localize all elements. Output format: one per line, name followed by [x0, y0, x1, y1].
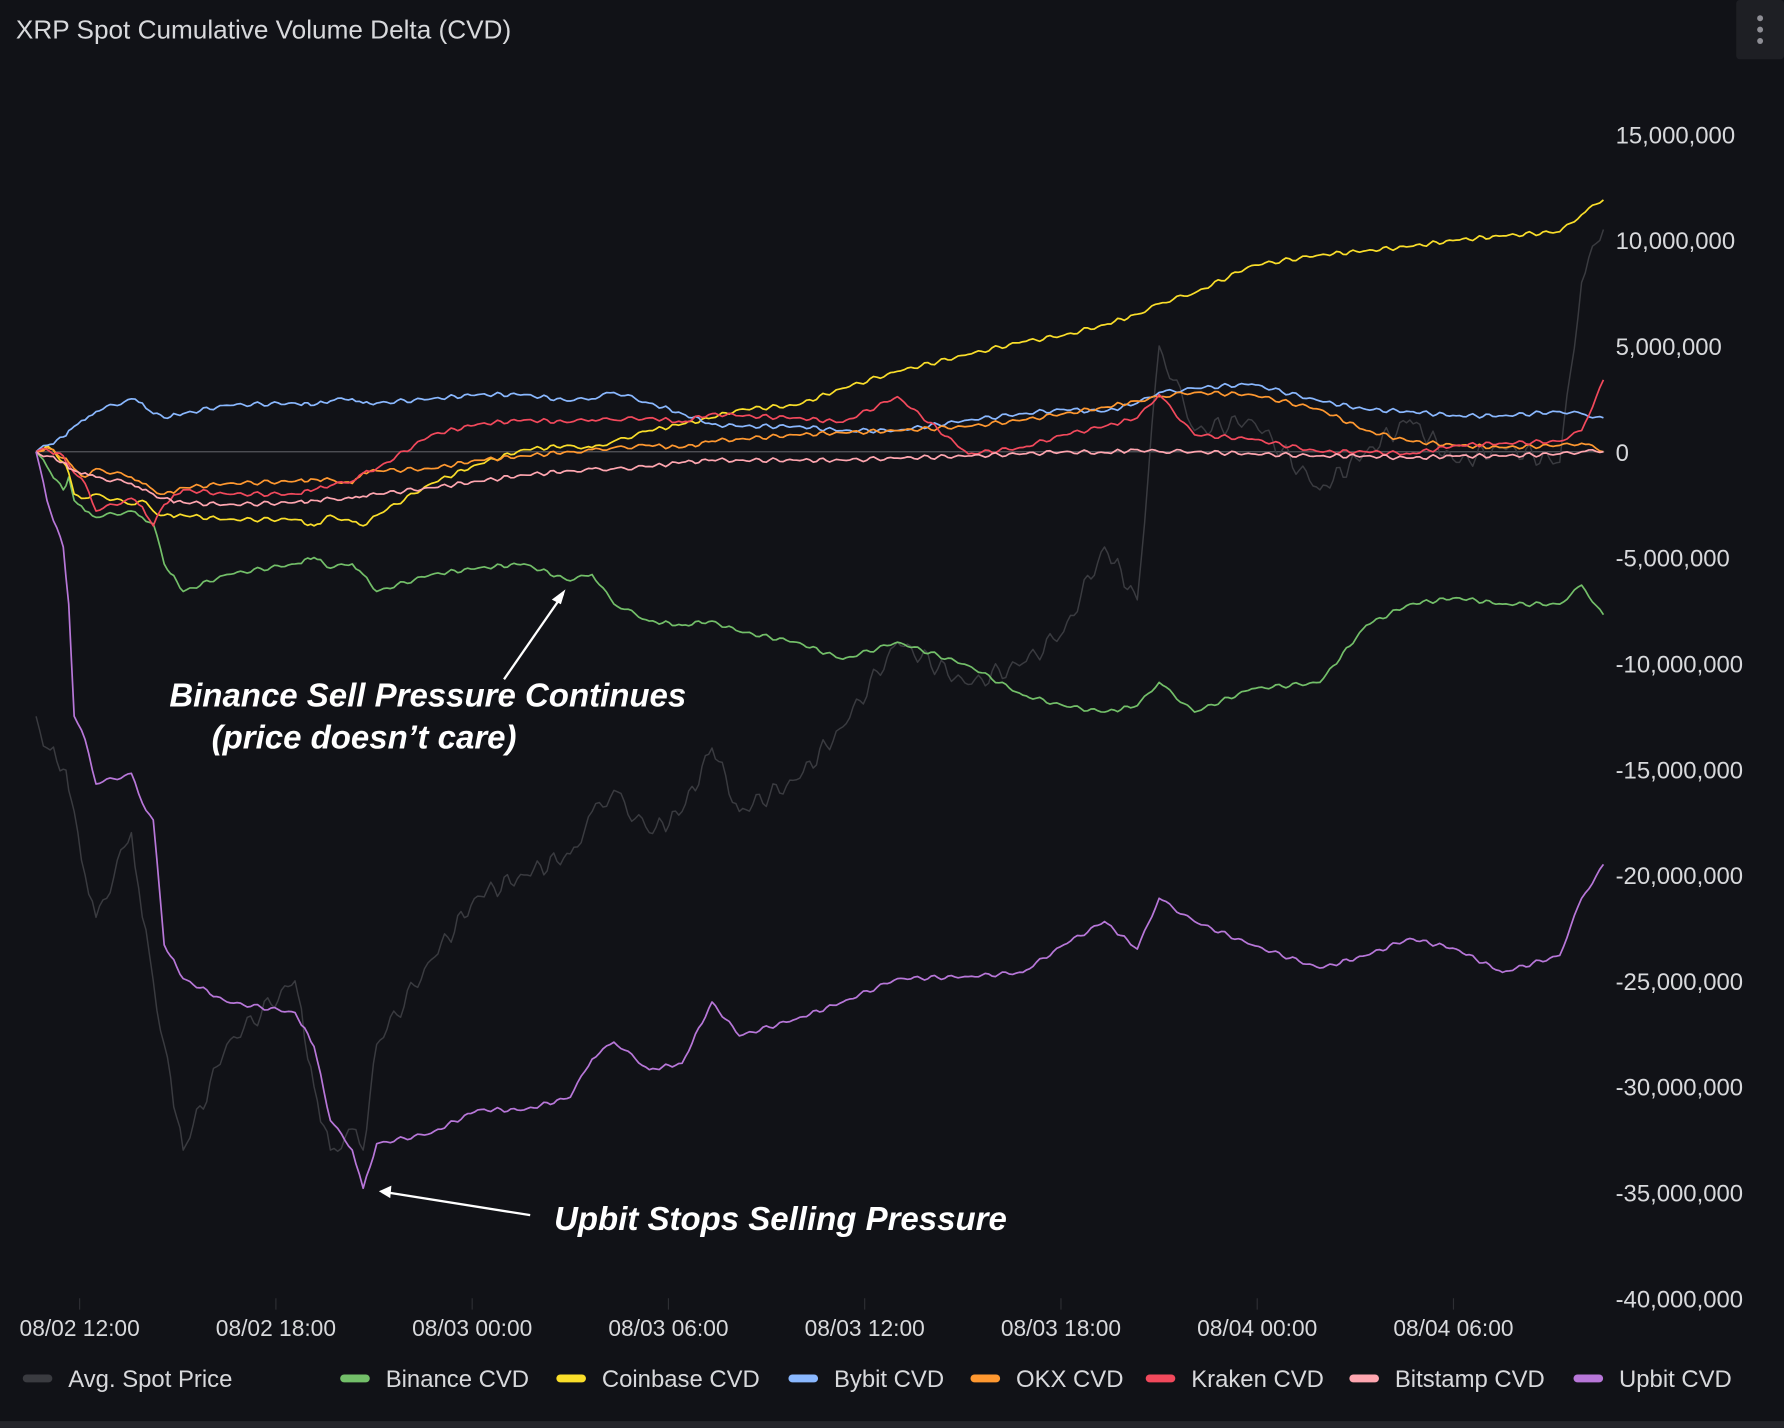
- annotation-binance: Binance Sell Pressure Continues (price d…: [169, 589, 686, 756]
- panel-menu-button[interactable]: [1736, 0, 1784, 60]
- legend-label: Avg. Spot Price: [68, 1366, 232, 1393]
- series-line-binance-cvd: [35, 451, 1605, 713]
- legend-item[interactable]: Kraken CVD: [1145, 1366, 1324, 1393]
- annotation-binance-subtext: (price doesn’t care): [212, 719, 517, 756]
- series-line-avg-spot-price: [35, 229, 1605, 1153]
- legend-item[interactable]: OKX CVD: [970, 1366, 1124, 1393]
- legend-label: OKX CVD: [1016, 1366, 1123, 1393]
- panel-title: XRP Spot Cumulative Volume Delta (CVD): [16, 15, 511, 45]
- series-line-kraken-cvd: [35, 379, 1605, 527]
- series-line-upbit-cvd: [35, 451, 1605, 1190]
- y-tick-label: -20,000,000: [1616, 863, 1743, 890]
- legend-swatch: [1145, 1374, 1176, 1383]
- x-axis: 08/02 12:00 08/02 18:00 08/03 00:00 08/03 0…: [20, 1298, 1514, 1341]
- x-tick-label: 08/03 00:00: [412, 1315, 532, 1341]
- series-line-bybit-cvd: [35, 382, 1604, 453]
- legend-label: Upbit CVD: [1619, 1366, 1732, 1393]
- y-axis: 15,000,000 10,000,000 5,000,000 0 -5,000,000…: [1616, 122, 1743, 1313]
- legend-item[interactable]: Binance CVD: [340, 1366, 529, 1393]
- legend-item[interactable]: Bitstamp CVD: [1349, 1366, 1545, 1393]
- legend-item[interactable]: Upbit CVD: [1573, 1366, 1732, 1393]
- y-tick-label: -15,000,000: [1616, 757, 1743, 784]
- legend-swatch: [970, 1374, 1001, 1383]
- legend-item[interactable]: Coinbase CVD: [556, 1366, 760, 1393]
- annotation-arrow: [503, 593, 565, 680]
- x-tick-label: 08/02 12:00: [20, 1315, 140, 1341]
- y-tick-label: 15,000,000: [1616, 122, 1735, 149]
- x-tick-label: 08/04 00:00: [1197, 1315, 1317, 1341]
- y-tick-label: 5,000,000: [1616, 334, 1722, 361]
- x-tick-label: 08/03 18:00: [1001, 1315, 1121, 1341]
- annotation-arrow: [386, 1191, 531, 1217]
- annotation-upbit-text: Upbit Stops Selling Pressure: [554, 1200, 1007, 1237]
- legend-swatch: [340, 1374, 370, 1383]
- annotation-upbit: Upbit Stops Selling Pressure: [378, 1185, 1007, 1237]
- vertical-ellipsis-icon: [1757, 15, 1764, 44]
- y-tick-label: 10,000,000: [1616, 228, 1735, 255]
- legend-swatch: [1573, 1374, 1604, 1383]
- legend-label: Bybit CVD: [834, 1366, 944, 1393]
- y-tick-label: -10,000,000: [1616, 651, 1743, 678]
- legend-swatch: [556, 1374, 586, 1383]
- y-tick-label: -35,000,000: [1616, 1181, 1743, 1208]
- y-tick-label: -40,000,000: [1616, 1286, 1743, 1313]
- arrowhead-icon: [551, 589, 566, 605]
- series-lines: [35, 199, 1605, 1190]
- legend-swatch: [788, 1374, 819, 1383]
- series-line-okx-cvd: [35, 390, 1604, 496]
- x-tick-label: 08/02 18:00: [216, 1315, 336, 1341]
- legend-item[interactable]: Bybit CVD: [788, 1366, 944, 1393]
- x-tick-label: 08/04 06:00: [1393, 1315, 1513, 1341]
- series-line-bitstamp-cvd: [35, 448, 1604, 507]
- series-line-coinbase-cvd: [35, 199, 1604, 527]
- x-tick-label: 08/03 12:00: [805, 1315, 925, 1341]
- annotation-binance-text: Binance Sell Pressure Continues: [169, 677, 686, 714]
- legend-item[interactable]: Avg. Spot Price: [22, 1366, 233, 1393]
- y-tick-label: -30,000,000: [1616, 1075, 1743, 1102]
- legend-label: Bitstamp CVD: [1395, 1366, 1545, 1393]
- arrowhead-icon: [378, 1185, 392, 1199]
- legend: Avg. Spot Price Binance CVD Coinbase CVD By…: [22, 1366, 1732, 1393]
- x-tick-label: 08/03 06:00: [608, 1315, 728, 1341]
- y-tick-label: 0: [1616, 440, 1629, 467]
- legend-swatch: [1349, 1374, 1379, 1383]
- legend-label: Binance CVD: [386, 1366, 529, 1393]
- legend-swatch: [22, 1374, 53, 1383]
- y-tick-label: -5,000,000: [1616, 546, 1730, 573]
- legend-label: Coinbase CVD: [602, 1366, 760, 1393]
- legend-label: Kraken CVD: [1191, 1366, 1324, 1393]
- y-tick-label: -25,000,000: [1616, 969, 1743, 996]
- panel-bottom-border: [0, 1421, 1784, 1428]
